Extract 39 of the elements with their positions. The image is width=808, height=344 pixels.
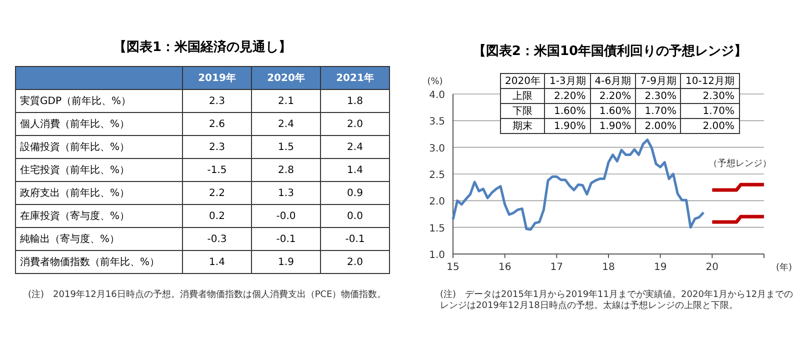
y-tick-label: 3.5 [429, 116, 445, 128]
series-label: 上限 [500, 88, 545, 104]
category-label: 4-6月期 [590, 74, 636, 88]
text: 2020年 [500, 74, 545, 88]
x-tick-label: 16 [498, 262, 512, 273]
series-label: 2019年 [182, 66, 252, 90]
y-tick-label: 1.0 [429, 250, 445, 261]
y-tick-label: 1.5 [429, 223, 445, 234]
category-label: 7-9月期 [636, 74, 681, 88]
legend-label: 期末 [500, 118, 545, 134]
chart-title: 【図表2：米国10年国債利回りの予想レンジ】 [472, 43, 748, 59]
y-tick-label: 2.5 [429, 170, 445, 181]
text: (注) 2019年12月16日時点の予想。消費者物価指数は個人消費支出（PCE）物価指数。 [28, 290, 388, 301]
text: 2021年 [320, 66, 390, 90]
x-tick-label: 15 [446, 262, 460, 273]
x-tick-label: 20 [706, 262, 719, 273]
text: 【図表1：米国経済の見通し】 [112, 38, 293, 56]
category-label: 住宅投資（前年比、%） [16, 158, 182, 182]
category-label: 設備投資（前年比、%） [16, 136, 182, 158]
category-label: 純輸出（寄与度、%） [16, 228, 182, 250]
x-axis-title: (年) [776, 262, 792, 273]
text: (注) データは2015年1月から2019年11月までが実績値。2020年1月から12月までのレンジは2019年12月18日時点の予想。太線は予想レンジの上限と下限。 [440, 290, 794, 312]
legend-label: 下限 [500, 104, 545, 118]
category-label: 政府支出（前年比、%） [16, 182, 182, 204]
category-label: 消費者物価指数（前年比、%） [16, 250, 182, 274]
category-label: 在庫投資（寄与度、%） [16, 204, 182, 228]
text: 2020年 [252, 66, 320, 90]
y-tick-label: 2.0 [429, 196, 445, 208]
y-axis-title: (%) [427, 77, 443, 87]
category-label: 個人消費（前年比、%） [16, 112, 182, 136]
annotation: （予想レンジ） [708, 158, 772, 169]
x-tick-label: 17 [550, 262, 564, 273]
y-tick-label: 4.0 [429, 90, 445, 101]
x-tick-label: 19 [654, 262, 667, 273]
y-tick-label: 3.0 [429, 143, 445, 154]
x-tick-label: 18 [602, 262, 615, 273]
category-label: 1-3月期 [544, 74, 590, 88]
category-label: 実質GDP（前年比、%） [16, 90, 182, 112]
category-label: 10-12月期 [680, 74, 740, 88]
